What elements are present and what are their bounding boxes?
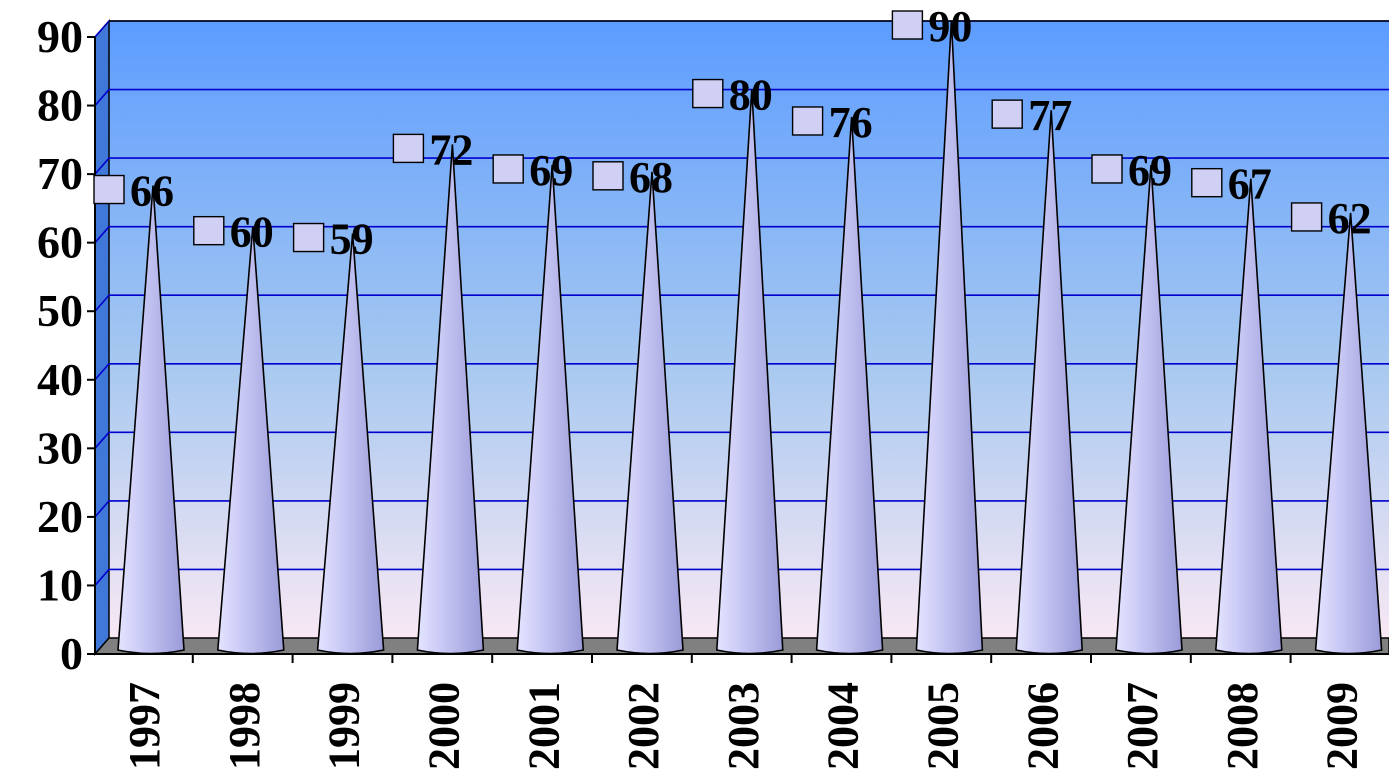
bar [715, 89, 784, 655]
x-tick-label: 1997 [120, 682, 169, 770]
data-label: 90 [928, 2, 972, 51]
x-tick-label: 2009 [1318, 682, 1367, 770]
x-tick-label: 2008 [1218, 682, 1267, 770]
data-label: 77 [1028, 91, 1072, 140]
bar [416, 144, 485, 655]
bar [1115, 164, 1183, 655]
data-label-marker [1191, 167, 1223, 198]
bar [117, 185, 185, 655]
x-tick-label: 2005 [918, 682, 967, 770]
y-tick-label: 10 [37, 559, 83, 610]
data-labels: 66 60 59 72 69 68 80 76 90 77 69 67 62 [93, 2, 1372, 264]
x-tick-label: 2004 [819, 682, 868, 770]
bar [1015, 110, 1084, 655]
y-tick-label: 40 [37, 354, 83, 405]
data-label-marker [1091, 154, 1123, 184]
data-label: 69 [1128, 146, 1172, 195]
bar [1314, 212, 1383, 655]
data-label-marker [791, 106, 824, 136]
bar [516, 164, 585, 655]
x-tick-label: 2002 [619, 682, 668, 770]
data-label-marker [292, 222, 325, 253]
y-axis-tick-labels: 0 10 20 30 40 50 60 70 80 90 [37, 11, 83, 679]
y-tick-label: 0 [60, 628, 83, 679]
data-label: 59 [330, 215, 374, 264]
y-tick-label: 70 [37, 148, 83, 199]
data-label: 80 [729, 71, 773, 120]
data-label-marker [1290, 202, 1323, 232]
y-tick-label: 30 [37, 422, 83, 473]
gridline-side [94, 431, 110, 449]
x-tick-label: 2006 [1018, 682, 1067, 770]
bar [616, 171, 684, 655]
x-tick-label: 1999 [320, 682, 369, 770]
data-label: 68 [629, 153, 673, 202]
bars [117, 20, 1383, 655]
data-label: 72 [429, 125, 473, 174]
bar [815, 116, 884, 655]
data-label-marker [93, 174, 125, 205]
data-label-marker [492, 154, 524, 184]
y-tick-label: 50 [37, 285, 83, 336]
data-label: 66 [130, 167, 174, 216]
gridline-side [94, 500, 110, 518]
x-tick-label: 2007 [1118, 682, 1167, 770]
y-tick-label: 80 [37, 80, 83, 131]
gridline-side [94, 20, 110, 38]
gridline-side [94, 89, 110, 107]
data-label: 67 [1228, 160, 1272, 209]
side-wall [94, 19, 110, 656]
x-tick-label: 2003 [719, 682, 768, 770]
data-label: 62 [1328, 194, 1372, 243]
x-tick-label: 1998 [220, 682, 269, 770]
gridline-side [94, 568, 110, 586]
y-tick-label: 90 [37, 11, 83, 62]
data-label-marker [692, 78, 724, 109]
x-tick-label: 2001 [519, 682, 568, 770]
bar [915, 20, 984, 655]
data-label-marker [392, 133, 425, 164]
y-tick-label: 20 [37, 491, 83, 542]
y-tick-label: 60 [37, 217, 83, 268]
x-tick-label: 2000 [419, 682, 468, 770]
gridline-side [94, 226, 110, 244]
gridline-side [94, 363, 110, 381]
bar [1214, 178, 1283, 655]
gridline-side [94, 294, 110, 312]
bar [216, 226, 285, 655]
data-label-marker [592, 161, 624, 191]
gridline-side [94, 157, 110, 175]
data-label-marker [991, 99, 1023, 129]
data-label-marker [891, 10, 924, 40]
data-label: 76 [829, 98, 873, 147]
x-axis-tick-labels: 1997 1998 1999 2000 2001 2002 2003 2004 2005 2006… [120, 682, 1367, 770]
data-label: 60 [230, 208, 274, 257]
bar [316, 233, 385, 655]
data-label-marker [193, 215, 225, 246]
data-label: 69 [529, 146, 573, 195]
